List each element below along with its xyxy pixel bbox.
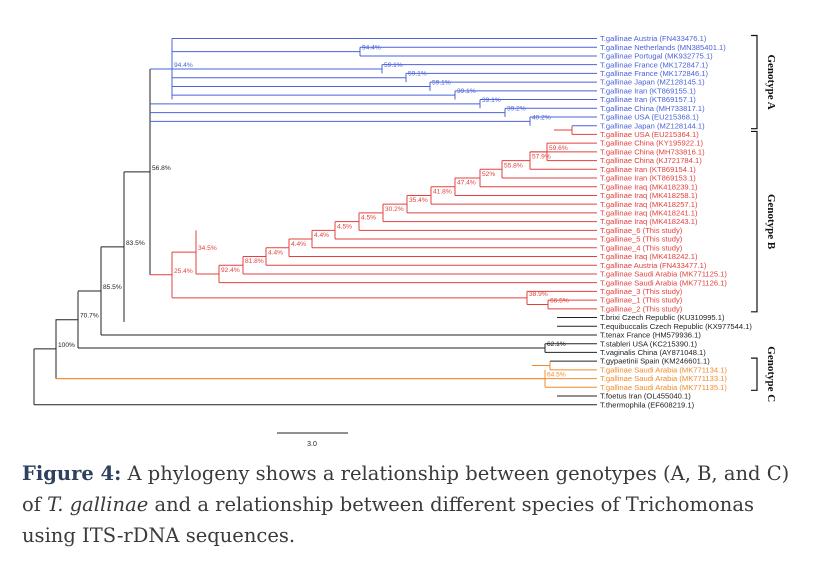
taxon-label: T.brixi Czech Republic (KU310995.1) (600, 313, 725, 322)
bootstrap-label: 4.5% (337, 223, 352, 230)
bootstrap-label: 70.7% (80, 313, 99, 320)
taxon-label: T.gallinae USA (EU215364.1) (600, 130, 699, 139)
taxon-label: T.gallinae France (MK172846.1) (600, 69, 709, 78)
taxon-label: T.gallinae Iran (KT869153.1) (600, 174, 696, 183)
taxon-label: T.gallinae_2 (This study) (600, 304, 683, 313)
genotype-bracket (751, 34, 758, 130)
taxon-label: T.gallinae Saudi Arabia (MK771125.1) (600, 270, 727, 279)
taxon-label: T.gallinae Iran (KT869155.1) (600, 86, 696, 95)
caption-species: T. gallinae (47, 493, 149, 516)
scale-label: 3.0 (307, 441, 317, 448)
taxon-label: T.stableri USA (KC215390.1) (600, 339, 698, 348)
phylogenetic-tree: T.gallinae Austria (FN433476.1)T.gallina… (33, 34, 777, 448)
bootstrap-label: 30.2% (385, 206, 404, 213)
taxon-label: T.gallinae Iraq (MK418243.1) (600, 217, 698, 226)
taxon-label: T.gallinae_6 (This study) (600, 226, 683, 235)
taxon-label: T.gallinae Japan (MZ128144.1) (600, 121, 705, 130)
bootstrap-label: 39.2% (507, 106, 526, 113)
figure-caption: Figure 4: A phylogeny shows a relationsh… (22, 458, 812, 551)
bootstrap-label: 34.5% (198, 245, 217, 252)
bootstrap-label: 41.8% (433, 188, 452, 195)
taxon-label: T.equibuccalis Czech Republic (KX977544.… (600, 322, 752, 331)
bootstrap-label: 83.5% (126, 240, 145, 247)
caption-text-1: A phylogeny shows a relationship between… (22, 462, 790, 516)
genotype-label: Genotype B (765, 194, 777, 250)
bootstrap-label: 66.5% (550, 297, 569, 304)
taxon-label: T.gallinae Austria (FN433476.1) (600, 34, 707, 43)
taxon-label: T.gallinae China (MH733817.1) (600, 104, 705, 113)
caption-text-2: and a relationship between different spe… (22, 493, 754, 547)
bootstrap-label: 59.1% (408, 71, 427, 78)
bootstrap-label: 59.6% (549, 145, 568, 152)
bootstrap-label: 25.4% (174, 268, 193, 275)
taxon-label: T.gallinae Saudi Arabia (MK771126.1) (600, 278, 727, 287)
genotype-bracket (751, 357, 758, 391)
taxon-label: T.gallinae_5 (This study) (600, 235, 683, 244)
bootstrap-label: 59.1% (384, 62, 403, 69)
bootstrap-label: 4.4% (268, 250, 283, 257)
genotype-bracket (751, 130, 758, 313)
bootstrap-label: 52% (482, 171, 495, 178)
bootstrap-label: 39.1% (457, 88, 476, 95)
bootstrap-label: 85.5% (103, 284, 122, 291)
genotype-label: Genotype A (765, 54, 777, 109)
taxon-label: T.vaginalis China (AY871048.1) (600, 348, 706, 357)
genotype-label: Genotype C (765, 346, 777, 402)
taxon-label: T.thermophila (EF608219.1) (600, 400, 695, 409)
taxon-label: T.gallinae Portugal (MK932775.1) (600, 52, 713, 61)
taxon-label: T.gallinae_3 (This study) (600, 287, 683, 296)
bootstrap-label: 59.1% (432, 79, 451, 86)
bootstrap-label: 81.8% (245, 258, 264, 265)
bootstrap-label: 94.4% (174, 62, 193, 69)
bootstrap-label: 4.4% (314, 232, 329, 239)
bootstrap-label: 4.4% (291, 241, 306, 248)
taxon-label: T.gallinae Iraq (MK418241.1) (600, 209, 698, 218)
bootstrap-label: 39.1% (482, 97, 501, 104)
taxon-label: T.gallinae Saudi Arabia (MK771133.1) (600, 374, 727, 383)
bootstrap-label: 100% (58, 342, 75, 349)
taxon-label: T.gallinae Saudi Arabia (MK771135.1) (600, 383, 727, 392)
taxon-label: T.gallinae Japan (MZ128145.1) (600, 78, 705, 87)
taxon-label: T.gallinae Austria (FN433477.1) (600, 261, 707, 270)
bootstrap-label: 56.8% (152, 165, 171, 172)
figure-label: Figure 4: (22, 462, 122, 485)
taxon-label: T.gallinae Iraq (MK418257.1) (600, 200, 698, 209)
taxon-label: T.gallinae Iraq (MK418258.1) (600, 191, 698, 200)
bootstrap-label: 64.5% (547, 372, 566, 379)
bootstrap-label: 55.8% (504, 162, 523, 169)
taxon-label: T.gallinae Iraq (MK418239.1) (600, 182, 698, 191)
taxon-label: T.gallinae_4 (This study) (600, 243, 683, 252)
taxon-label: T.gallinae_1 (This study) (600, 296, 683, 305)
taxon-label: T.gallinae France (MK172847.1) (600, 60, 709, 69)
taxon-label: T.gallinae China (KY195922.1) (600, 139, 703, 148)
bootstrap-label: 38.9% (529, 291, 548, 298)
bootstrap-label: 40.2% (532, 114, 551, 121)
taxon-label: T.gallinae Netherlands (MN385401.1) (600, 43, 726, 52)
taxon-label: T.gallinae Iraq (MK418242.1) (600, 252, 698, 261)
taxon-label: T.gallinae China (KJ721784.1) (600, 156, 702, 165)
taxon-label: T.gallinae Iran (KT869157.1) (600, 95, 696, 104)
bootstrap-label: 62.1% (547, 341, 566, 348)
bootstrap-label: 47.4% (457, 180, 476, 187)
taxon-label: T.foetus Iran (OL455040.1) (600, 392, 691, 401)
bootstrap-label: 57.9% (532, 154, 551, 161)
taxon-label: T.gallinae USA (EU215368.1) (600, 113, 699, 122)
taxon-label: T.gypaetinii Spain (KM246601.1) (600, 357, 710, 366)
taxon-label: T.gallinae Saudi Arabia (MK771134.1) (600, 365, 727, 374)
bootstrap-label: 35.4% (409, 197, 428, 204)
bootstrap-label: 94.4% (362, 45, 381, 52)
bootstrap-label: 4.5% (361, 215, 376, 222)
taxon-label: T.gallinae China (MH733816.1) (600, 147, 705, 156)
taxon-label: T.tenax France (HM579936.1) (600, 331, 701, 340)
bootstrap-label: 92.4% (221, 267, 240, 274)
taxon-label: T.gallinae Iran (KT869154.1) (600, 165, 696, 174)
